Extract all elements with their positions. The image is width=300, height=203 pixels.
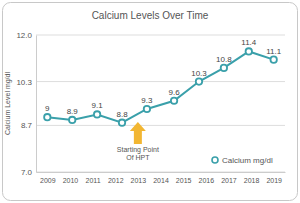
grid-line (36, 81, 285, 82)
data-label: 9.1 (92, 101, 104, 110)
series-point (94, 111, 100, 117)
y-tick: 12.0 (16, 31, 36, 40)
data-label: 8.8 (116, 110, 128, 119)
x-tick: 2010 (63, 172, 79, 184)
legend: Calcium mg/dl (212, 156, 273, 165)
x-tick: 2015 (176, 172, 192, 184)
y-axis-line (36, 36, 37, 173)
series-point (171, 98, 177, 104)
x-tick: 2019 (266, 172, 282, 184)
grid (36, 35, 285, 172)
y-tick-label: 10.3 (16, 78, 32, 87)
y-tick: 10.3 (16, 78, 36, 87)
data-labels: 9 8.9 9.1 8.8 9.3 9.6 10.3 10.8 11.4 11.1 (45, 38, 282, 118)
x-tick-label: 2013 (131, 177, 147, 184)
y-axis: 7.0 8.7 10.3 12.0 (16, 31, 36, 177)
data-label: 11.4 (241, 38, 257, 47)
x-tick-label: 2019 (266, 177, 282, 184)
y-tick: 7.0 (21, 168, 36, 177)
series-point (196, 78, 202, 84)
x-tick: 2011 (86, 172, 101, 184)
x-axis: 2009 2010 2011 2012 2013 2014 2015 2016 2017 2018… (37, 172, 286, 184)
grid-line (36, 172, 285, 173)
annotation-text-line: Of HPT (126, 154, 150, 161)
series-line (47, 51, 273, 122)
x-tick-label: 2016 (198, 177, 214, 184)
legend-marker (212, 157, 218, 163)
chart: Calcium Levels Over Time Calcium Level mg… (0, 0, 300, 203)
y-tick-label: 8.7 (21, 121, 33, 130)
frame (3, 3, 298, 201)
x-tick: 2013 (131, 172, 147, 184)
x-tick: 2009 (40, 172, 56, 184)
annotation-text-line: Starting Point (117, 146, 159, 154)
x-tick: 2017 (221, 172, 237, 184)
annotation-arrow (130, 122, 146, 144)
x-tick: 2016 (198, 172, 214, 184)
x-tick: 2018 (244, 172, 260, 184)
grid-line (36, 35, 285, 36)
x-tick-label: 2017 (221, 177, 237, 184)
series-point (270, 56, 276, 62)
data-label: 9 (45, 104, 50, 113)
x-tick-label: 2012 (108, 177, 124, 184)
legend-label: Calcium mg/dl (222, 156, 273, 165)
title: Calcium Levels Over Time (92, 10, 209, 21)
annotation-text: Starting PointOf HPT (117, 146, 159, 161)
annotations: Starting PointOf HPT (117, 122, 159, 161)
y-tick: 8.7 (21, 121, 36, 130)
x-tick-label: 2018 (244, 177, 260, 184)
x-tick: 2012 (108, 172, 124, 184)
x-tick-label: 2010 (63, 177, 79, 184)
y-tick-label: 12.0 (16, 31, 32, 40)
y-axis-title: Calcium Level mg/dl (4, 72, 12, 135)
data-label: 11.1 (266, 47, 282, 56)
x-tick-label: 2015 (176, 177, 192, 184)
x-tick: 2014 (153, 172, 169, 184)
data-label: 10.3 (191, 69, 207, 78)
series-point (69, 117, 75, 123)
series-point (44, 114, 50, 120)
x-tick-label: 2011 (86, 177, 101, 184)
x-axis-line (37, 172, 286, 173)
x-tick-label: 2014 (153, 177, 169, 184)
x-tick-label: 2009 (40, 177, 56, 184)
series-point (119, 119, 125, 125)
data-label: 9.6 (169, 88, 181, 97)
series-point (144, 106, 150, 112)
series-point (246, 48, 252, 54)
data-label: 9.3 (141, 96, 153, 105)
data-label: 8.9 (67, 107, 79, 116)
series-point (221, 65, 227, 71)
y-tick-label: 7.0 (21, 168, 33, 177)
plot-area (44, 48, 277, 126)
data-label: 10.8 (216, 55, 232, 64)
grid-line (36, 125, 285, 126)
